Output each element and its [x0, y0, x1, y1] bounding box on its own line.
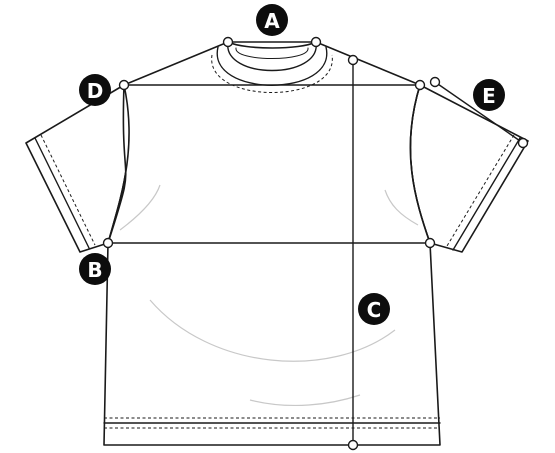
point-d-right: [414, 79, 426, 91]
point-c-top: [347, 54, 359, 66]
label-a: A: [264, 9, 280, 33]
label-d: D: [87, 79, 104, 103]
point-d-left: [118, 79, 130, 91]
fold-shading: [119, 184, 419, 407]
point-b-right: [424, 237, 436, 249]
point-b-left: [102, 237, 114, 249]
badge-e: E: [473, 79, 505, 111]
label-e: E: [482, 84, 496, 108]
badge-d: D: [79, 74, 111, 106]
badge-a: A: [256, 4, 288, 36]
collar: [211, 41, 333, 93]
point-a-left: [222, 36, 234, 48]
label-b: B: [87, 258, 102, 282]
point-e-bottom: [517, 137, 529, 149]
point-c-bottom: [347, 439, 359, 451]
measure-e-line: [434, 81, 524, 144]
badge-c: C: [358, 293, 390, 325]
measurement-lines: [107, 41, 524, 446]
badge-b: B: [79, 253, 111, 285]
right-sleeve: [409, 84, 529, 253]
point-a-right: [310, 36, 322, 48]
measurement-points: [102, 36, 529, 451]
point-e-top: [429, 76, 441, 88]
label-c: C: [367, 298, 382, 322]
hem: [103, 417, 441, 429]
